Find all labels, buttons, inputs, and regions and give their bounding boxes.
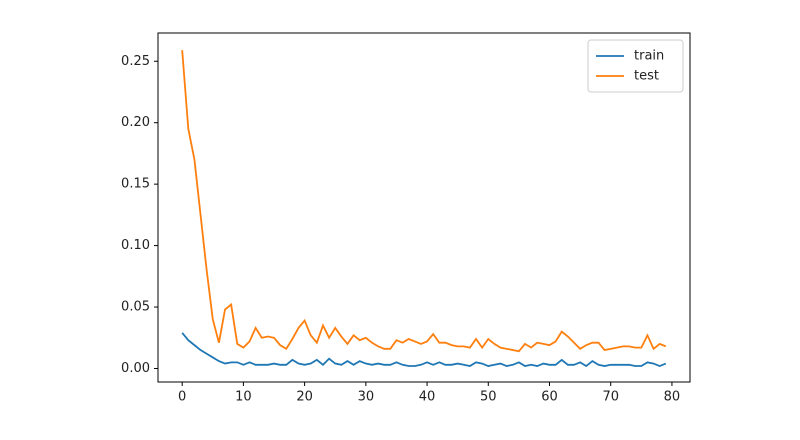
x-tick-label: 30 [358,390,375,405]
plot-frame [157,32,691,383]
y-tick-label: 0.15 [121,177,150,192]
x-tick-label: 10 [235,390,252,405]
y-tick-label: 0.00 [121,361,150,376]
x-tick-label: 40 [419,390,436,405]
y-tick-label: 0.05 [121,300,150,315]
x-tick-label: 60 [541,390,558,405]
y-tick-label: 0.20 [121,115,150,130]
legend-box [587,39,684,93]
y-tick-label: 0.25 [121,54,150,69]
data-line [181,50,667,353]
x-tick-label: 0 [178,390,186,405]
legend-label: train [634,49,664,64]
y-tick-label: 0.10 [121,238,150,253]
x-tick-label: 70 [602,390,619,405]
x-tick-label: 50 [480,390,497,405]
x-tick-label: 80 [664,390,681,405]
data-line [181,332,667,368]
legend-label: test [634,69,659,84]
x-tick-label: 20 [296,390,313,405]
